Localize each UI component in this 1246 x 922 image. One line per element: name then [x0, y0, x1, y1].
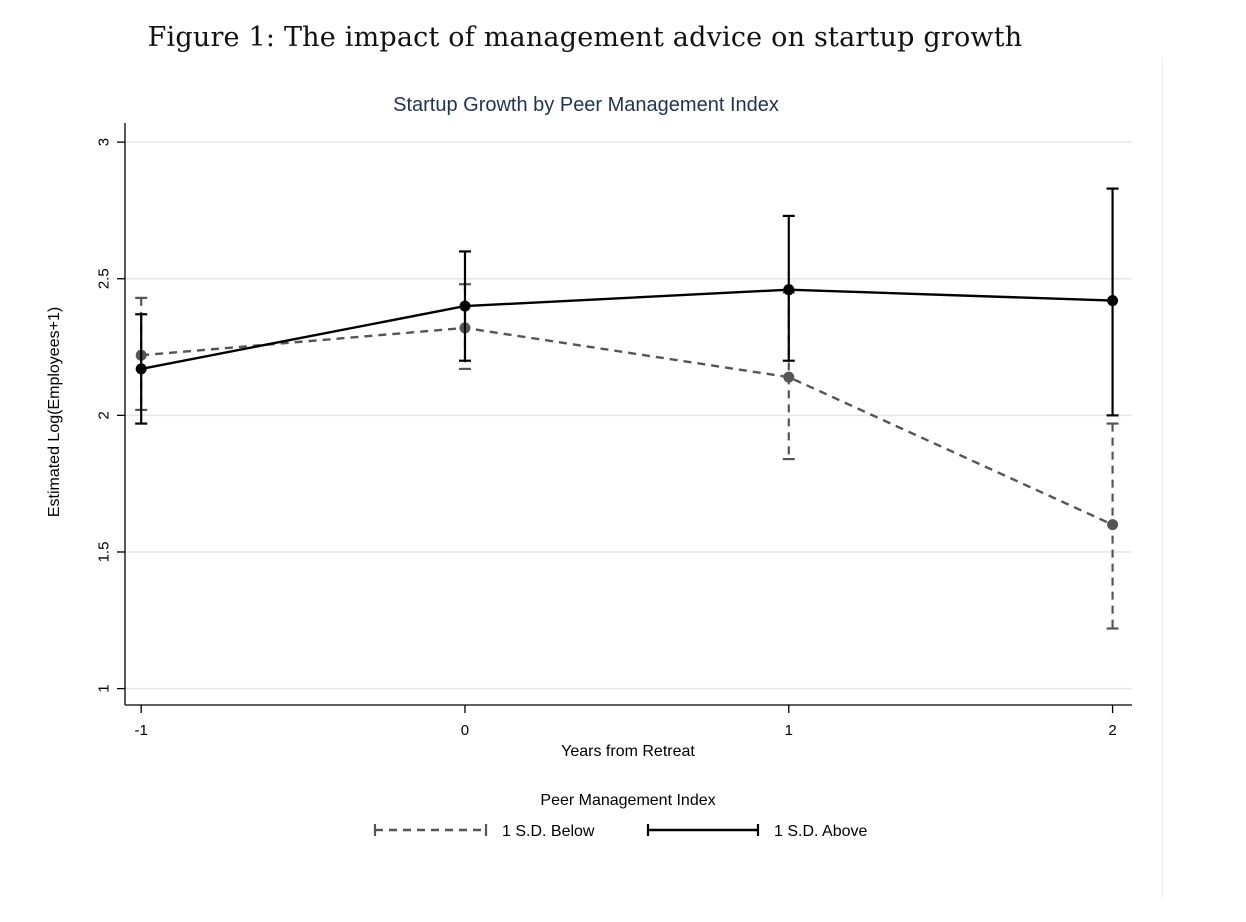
- y-tick-label: 2: [96, 411, 113, 419]
- x-tick-label: 0: [461, 722, 469, 739]
- gridlines: [125, 141, 1132, 690]
- legend-item: 1 S.D. Below: [373, 823, 595, 840]
- y-tick-label: 2.5: [96, 268, 113, 289]
- x-tick-label: 2: [1108, 722, 1116, 739]
- legend-label: 1 S.D. Above: [774, 823, 867, 840]
- x-tick-label: 1: [785, 722, 793, 739]
- data-point: [1107, 519, 1119, 531]
- data-point: [783, 284, 795, 296]
- data-point: [135, 363, 147, 375]
- legend-item: 1 S.D. Above: [646, 823, 867, 840]
- y-tick-label: 1: [96, 684, 113, 692]
- y-axis-label: Estimated Log(Employees+1): [46, 307, 63, 517]
- data-point: [783, 371, 795, 383]
- legend-label: 1 S.D. Below: [502, 823, 595, 840]
- legend-title: Peer Management Index: [540, 792, 715, 809]
- figure-caption: Figure 1: The impact of management advic…: [147, 22, 1023, 53]
- x-tick-label: -1: [135, 722, 148, 739]
- series-1-s-d-above: [135, 187, 1119, 425]
- x-axis-label: Years from Retreat: [561, 743, 695, 760]
- legend: Peer Management Index 1 S.D. Below 1 S.D.…: [373, 792, 867, 840]
- y-tick-label: 1.5: [96, 542, 113, 563]
- page-edge-divider: [1162, 58, 1163, 898]
- x-axis-ticks: -1 0 1 2: [135, 705, 1117, 739]
- legend-items: 1 S.D. Below 1 S.D. Above: [373, 823, 867, 840]
- y-axis-ticks: 1 1.5 2 2.5 3: [96, 138, 125, 693]
- series-line: [141, 326, 1114, 526]
- series-line: [140, 288, 1113, 371]
- y-tick-label: 3: [96, 138, 113, 146]
- data-point: [459, 300, 471, 312]
- data-series: [135, 187, 1119, 630]
- chart-title: Startup Growth by Peer Management Index: [393, 94, 779, 116]
- axes: [124, 123, 1132, 706]
- series-1-s-d-below: [135, 283, 1119, 630]
- data-point: [1107, 295, 1119, 307]
